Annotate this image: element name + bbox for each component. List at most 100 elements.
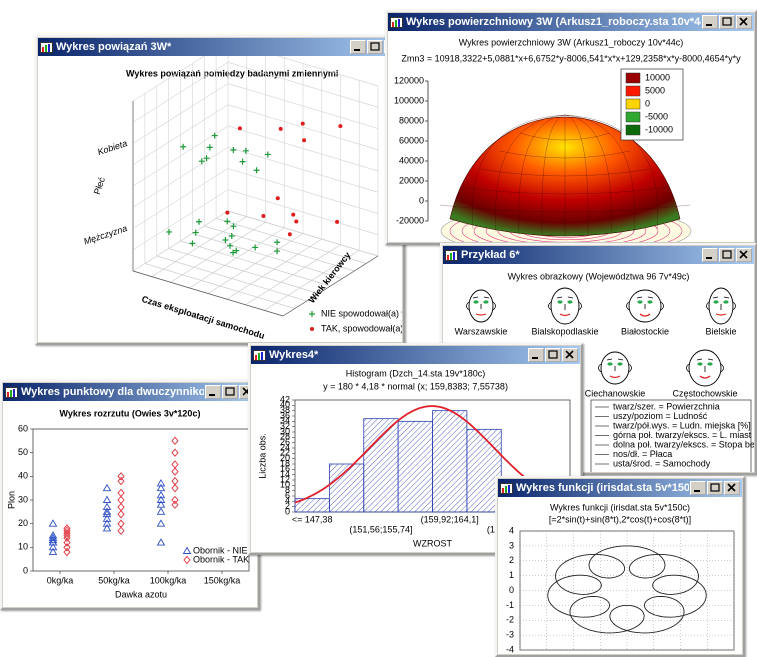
point [118, 527, 124, 534]
desktop: Wykres powiązań 3W*Wykres powiązań pomię… [0, 0, 757, 657]
glyph [371, 43, 379, 50]
y-tick-label: -3 [506, 630, 514, 640]
legend-label: uszy/poziom = Ludność [613, 411, 708, 421]
minimize-button[interactable] [690, 481, 706, 495]
minimize-button[interactable] [702, 15, 718, 29]
window-icon [5, 386, 18, 398]
button-glyph [737, 249, 751, 261]
y-tick-label: 50 [18, 447, 28, 457]
legend-label: 5000 [645, 85, 665, 95]
x-tick-label: -4 [516, 652, 524, 654]
point [104, 497, 111, 503]
legend-label: -5000 [645, 111, 668, 121]
title-bar: Wykres punktowy dla dwuczynnikowej ANOVA… [3, 383, 257, 401]
icon-bar [42, 47, 44, 52]
point [158, 539, 165, 545]
close-button[interactable] [724, 481, 740, 495]
glyph [226, 388, 234, 395]
point [172, 485, 178, 492]
close-button[interactable] [736, 15, 752, 29]
point [166, 229, 172, 235]
point [180, 144, 186, 150]
point [225, 211, 229, 215]
point [64, 544, 70, 551]
minimize-button[interactable] [350, 40, 366, 54]
y-tick-label: 30 [18, 494, 28, 504]
face-label: Bielskie [705, 326, 736, 336]
maximize-button[interactable] [222, 385, 238, 399]
y-tick-label: 0 [509, 585, 514, 595]
y-tick-label: 40 [18, 471, 28, 481]
chart-subtitle: y = 180 * 4,18 * normal (x; 159,8383; 7,… [323, 381, 508, 391]
face-label: Bialskopodlaskie [531, 326, 598, 336]
legend-marker [309, 311, 315, 317]
z-tick-label: 0 [419, 195, 424, 205]
button-glyph [720, 249, 734, 261]
chart: Wykres funkcji (irisdat.sta 5v*150c)[=2*… [498, 497, 742, 654]
legend-label: twarz/pół.wys. = Ludn. miejska [%] [613, 420, 751, 430]
title-bar: Przykład 6* [443, 246, 754, 264]
maximize-button[interactable] [707, 481, 723, 495]
window-title: Przykład 6* [461, 249, 701, 261]
face-label: Częstochowskie [672, 388, 737, 398]
icon-bar [255, 355, 257, 360]
point [288, 232, 292, 236]
y-axis-label: Wiek kierowcy [306, 250, 352, 305]
close-button[interactable] [736, 248, 752, 262]
point [64, 525, 70, 532]
point [118, 511, 124, 518]
x-tick-label: 1 [651, 652, 656, 654]
chart-title: Wykres powierzchniowy 3W (Arkusz1_robocz… [459, 37, 684, 47]
point [276, 196, 280, 200]
maximize-button[interactable] [719, 15, 735, 29]
y-tick-label: 2 [509, 555, 514, 565]
point [254, 167, 260, 173]
chart-subtitle: Zmn3 = 10918,3322+5,0881*x+6,6752*y-8006… [401, 53, 741, 63]
face-label: Warszawskie [455, 326, 508, 336]
glyph [740, 251, 747, 258]
z-tick-label: 20000 [399, 175, 424, 185]
icon-bar [398, 19, 400, 27]
maximize-button[interactable] [719, 248, 735, 262]
icon-bar [395, 20, 397, 27]
point [50, 520, 57, 526]
point [238, 126, 242, 130]
point [172, 497, 178, 504]
legend-label: -10000 [645, 124, 673, 134]
legend-label: nos/dł. = Płaca [613, 449, 672, 459]
point [172, 461, 178, 468]
button-glyph [725, 482, 739, 494]
icon-bar [45, 45, 47, 52]
point [104, 485, 111, 491]
icon-bar [447, 255, 449, 260]
chart-title: Histogram (Dzch_14.sta 19v*180c) [346, 368, 486, 378]
chart: Wykres powierzchniowy 3W (Arkusz1_robocz… [388, 31, 754, 242]
maximize-button[interactable] [545, 348, 561, 362]
point [118, 473, 124, 480]
y-tick-label: -2 [506, 615, 514, 625]
minimize-button[interactable] [205, 385, 221, 399]
glyph [566, 351, 573, 358]
minimize-button[interactable] [528, 348, 544, 362]
y-tick-label: -4 [506, 644, 514, 654]
legend-swatch [626, 73, 640, 83]
x-tick-label: 100kg/ka [150, 575, 187, 585]
icon-bar [502, 488, 504, 493]
point [64, 527, 70, 534]
icon-bar [505, 486, 507, 493]
x-tick-label: 4 [731, 652, 736, 654]
close-button[interactable] [562, 348, 578, 362]
button-glyph [223, 386, 237, 398]
point [301, 122, 305, 126]
face-eye [557, 300, 562, 303]
x-tick-label: (151,56;155,74] [349, 524, 412, 534]
legend-label: twarz/szer. = Powierzchnia [613, 401, 720, 411]
point [279, 127, 283, 131]
window-title: Wykres powiązań 3W* [56, 41, 349, 53]
point [294, 219, 298, 223]
face-eye [637, 300, 642, 303]
maximize-button[interactable] [367, 40, 383, 54]
button-glyph [351, 41, 365, 53]
minimize-button[interactable] [702, 248, 718, 262]
icon-bar [392, 22, 394, 27]
